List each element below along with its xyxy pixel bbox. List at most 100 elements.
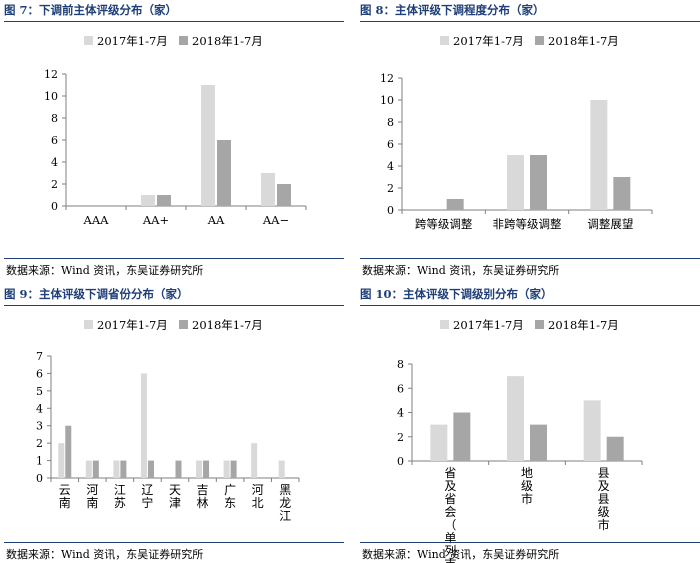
bar: [120, 460, 127, 478]
y-tick-label: 2: [387, 182, 394, 195]
source-note: 数据来源：Wind 资讯，东吴证券研究所: [6, 548, 204, 561]
x-tick-label: AA−: [262, 213, 289, 227]
bar: [613, 177, 631, 210]
bar: [175, 460, 182, 478]
x-tick-label: AA+: [142, 213, 169, 227]
x-tick-label: 辽宁: [141, 483, 153, 510]
y-tick-label: 8: [397, 358, 404, 371]
chart-figure-2: 2017年1-7月 2018年1-7月 0 2 4 6 8 10 12 跨等级调整 非跨等级调整 调整…: [380, 34, 653, 231]
legend-label: 2018年1-7月: [548, 318, 619, 332]
y-tick-label: 1: [36, 455, 43, 468]
bar: [251, 443, 258, 478]
bar: [583, 400, 601, 461]
bar: [58, 443, 65, 478]
y-tick-label: 12: [380, 72, 394, 85]
chart-panel-4: 图 10：主体评级下调级别分布（家） 2017年1-7月 2018年1-7月 0 2 4…: [360, 284, 700, 563]
legend-label: 2017年1-7月: [97, 34, 168, 48]
source-note: 数据来源：Wind 资讯，东吴证券研究所: [6, 264, 204, 277]
chart-panel-1: 图 7：下调前主体评级分布（家） 2017年1-7月 2018年1-7月 0 2 4 6 8…: [4, 0, 344, 282]
bar: [65, 425, 72, 478]
y-tick-label: 4: [387, 160, 394, 173]
y-tick-label: 0: [36, 472, 43, 485]
bar: [141, 195, 155, 206]
title-underline: [4, 21, 344, 22]
bottom-rule: [4, 542, 344, 543]
y-tick-label: 4: [36, 402, 43, 415]
x-tick-label: 河北: [252, 483, 264, 510]
y-tick-label: 6: [387, 138, 394, 151]
bar: [113, 460, 120, 478]
bar: [201, 85, 215, 206]
y-tick-label: 0: [387, 204, 394, 217]
x-tick-label: 吉林: [197, 483, 209, 510]
x-tick-label: AA: [207, 213, 225, 227]
legend-swatch: [535, 36, 544, 45]
legend-swatch: [179, 320, 188, 329]
bottom-rule: [360, 542, 700, 543]
legend-label: 2017年1-7月: [453, 318, 524, 332]
bottom-rule: [360, 258, 700, 259]
bar: [530, 155, 547, 210]
x-tick-label: 黑龙江: [279, 483, 291, 523]
bar: [203, 460, 210, 478]
legend-label: 2018年1-7月: [548, 34, 619, 48]
bar: [157, 195, 171, 206]
bar: [147, 460, 154, 478]
bar: [223, 460, 230, 478]
x-tick-label: 江苏: [114, 483, 126, 510]
chart-title: 图 7：下调前主体评级分布（家）: [4, 3, 178, 17]
bar: [261, 173, 275, 206]
legend-swatch: [440, 320, 449, 329]
bar: [446, 199, 464, 210]
bar: [277, 184, 291, 206]
y-tick-label: 3: [36, 420, 43, 433]
legend-swatch: [84, 320, 93, 329]
x-tick-label: 河南: [86, 483, 98, 510]
source-note: 数据来源：Wind 资讯，东吴证券研究所: [362, 264, 560, 277]
bar: [217, 140, 231, 206]
bar: [590, 100, 608, 210]
title-underline: [4, 305, 344, 306]
legend-swatch: [179, 36, 188, 45]
y-tick-label: 7: [36, 350, 43, 363]
y-tick-label: 6: [51, 134, 58, 147]
x-tick-label: 省及省会（单列市）: [444, 466, 456, 563]
y-tick-label: 10: [44, 90, 58, 103]
x-tick-label: 非跨等级调整: [493, 217, 562, 231]
chart-figure-4: 2017年1-7月 2018年1-7月 0 2 4 6 8 省及省会（单列市） 地级市 县及县级市: [397, 318, 643, 563]
y-tick-label: 6: [397, 382, 404, 395]
legend-label: 2017年1-7月: [97, 318, 168, 332]
legend-label: 2018年1-7月: [192, 318, 263, 332]
bar: [278, 460, 285, 478]
bar: [140, 373, 147, 478]
title-underline: [360, 305, 700, 306]
x-tick-label: 调整展望: [587, 217, 633, 231]
bottom-rule: [4, 258, 344, 259]
legend-swatch: [535, 320, 544, 329]
bar: [606, 436, 624, 461]
chart-title: 图 8：主体评级下调程度分布（家）: [360, 3, 545, 17]
legend-label: 2017年1-7月: [453, 34, 524, 48]
legend-swatch: [440, 36, 449, 45]
x-tick-label: 广东: [224, 483, 236, 510]
y-tick-label: 8: [51, 112, 58, 125]
x-tick-label: AAA: [83, 213, 110, 227]
y-tick-label: 6: [36, 367, 43, 380]
y-tick-label: 12: [44, 68, 58, 81]
x-tick-label: 跨等级调整: [415, 217, 473, 231]
y-tick-label: 0: [51, 200, 58, 213]
legend-label: 2018年1-7月: [192, 34, 263, 48]
y-tick-label: 8: [387, 116, 394, 129]
bar: [507, 376, 524, 461]
chart-panel-3: 图 9：主体评级下调省份分布（家） 2017年1-7月 2018年1-7月 0 1 2 3…: [4, 284, 344, 563]
y-tick-label: 10: [380, 94, 394, 107]
chart-figure-1: 2017年1-7月 2018年1-7月 0 2 4 6 8 10 12 AAA AA+ AA AA−: [44, 34, 307, 227]
x-tick-label: 云南: [59, 483, 71, 510]
chart-figure-3: 2017年1-7月 2018年1-7月 0 1 2 3 4 5 6 7 云南河南江苏辽宁天津吉林广东…: [36, 318, 300, 523]
bar: [453, 412, 471, 461]
title-underline: [360, 21, 700, 22]
y-tick-label: 5: [36, 385, 43, 398]
chart-panel-2: 图 8：主体评级下调程度分布（家） 2017年1-7月 2018年1-7月 0 2 4 6…: [360, 0, 700, 282]
chart-title: 图 10：主体评级下调级别分布（家）: [360, 287, 553, 301]
x-tick-label: 地级市: [521, 466, 533, 506]
